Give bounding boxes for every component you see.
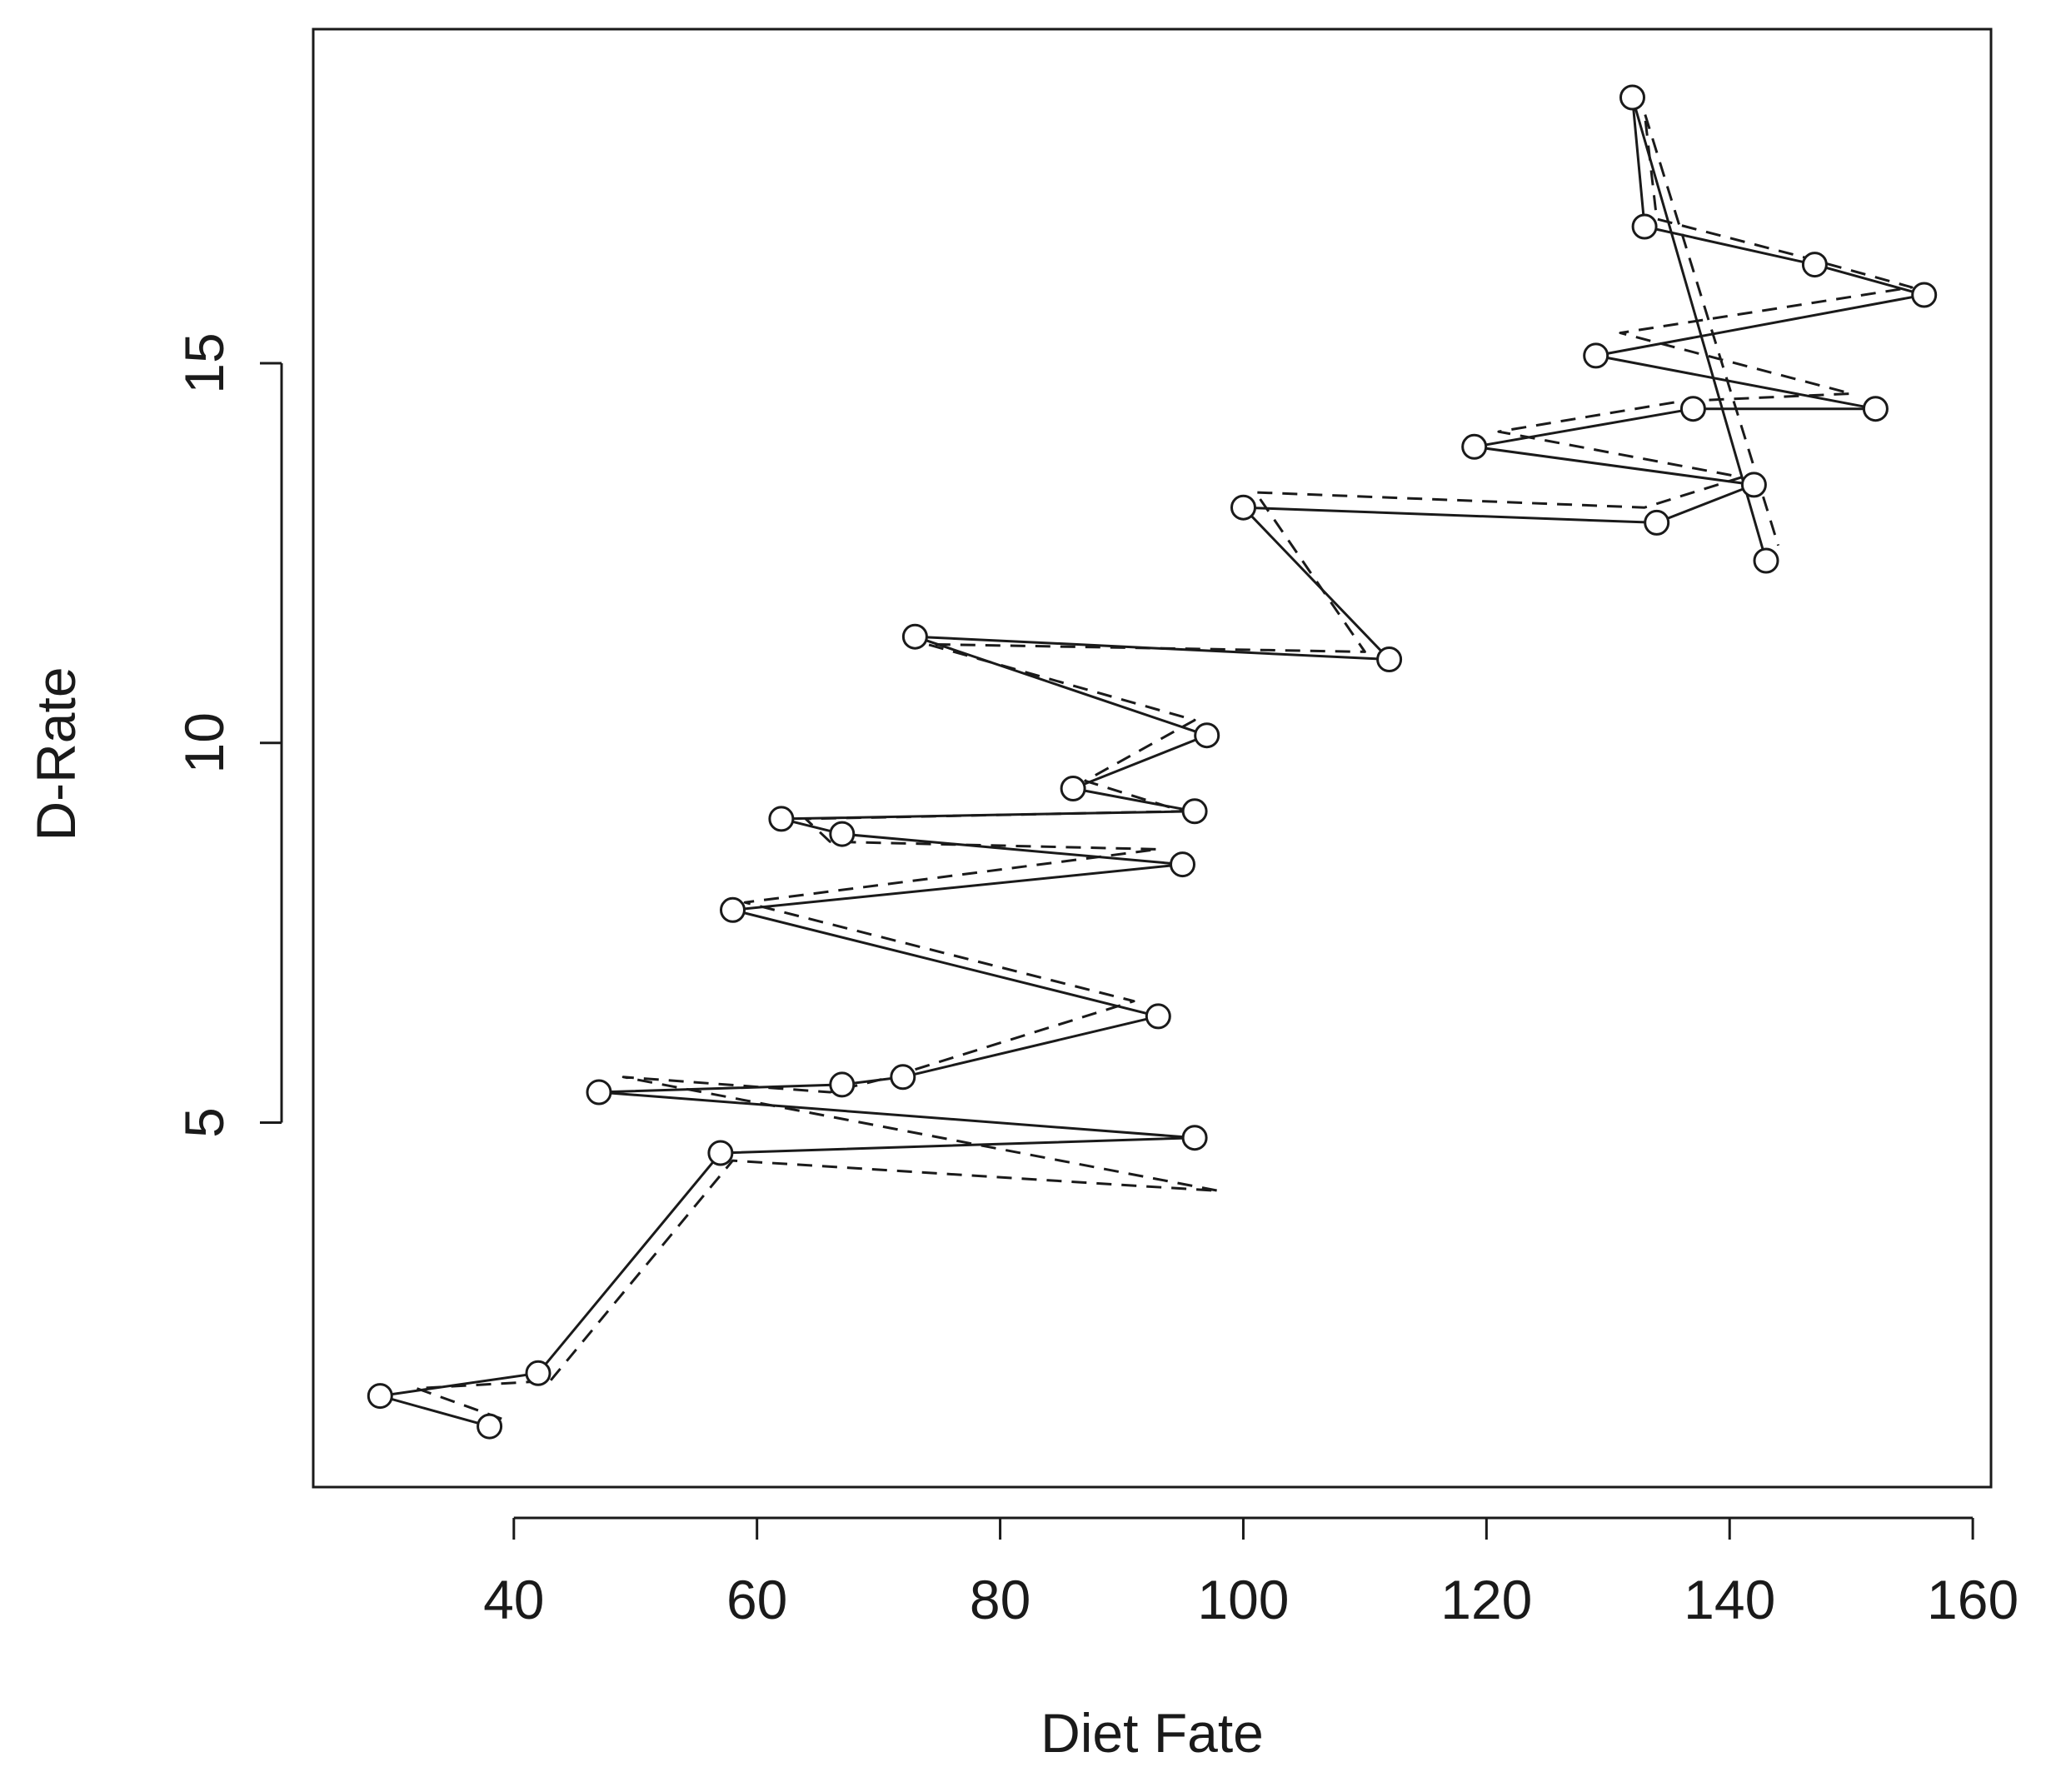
data-point (707, 1140, 734, 1166)
series-dashed-line (415, 111, 1914, 1420)
data-point (1461, 433, 1488, 460)
y-axis: 5 10 15 (173, 332, 283, 1138)
data-point (1181, 1125, 1208, 1151)
y-tick-label: 10 (173, 712, 235, 773)
data-point (1644, 509, 1670, 536)
y-tick-label: 5 (173, 1107, 235, 1138)
series-layer (367, 84, 1938, 1440)
x-tick-label: 140 (1684, 1569, 1775, 1630)
data-point (1631, 213, 1658, 240)
data-point (768, 806, 795, 832)
x-tick-label: 40 (483, 1569, 544, 1630)
data-point (1060, 776, 1086, 801)
data-point (829, 1071, 856, 1098)
data-point (1801, 252, 1828, 278)
data-point (1170, 851, 1195, 878)
data-point (1911, 282, 1938, 308)
data-point (1194, 722, 1220, 749)
x-tick-label: 120 (1440, 1569, 1532, 1630)
x-tick-label: 160 (1927, 1569, 2019, 1630)
data-point (1145, 1003, 1171, 1030)
x-axis-label: Diet Fate (1040, 1702, 1264, 1764)
data-point (1230, 494, 1256, 521)
y-tick-label: 15 (173, 332, 235, 393)
data-point (477, 1413, 503, 1440)
y-axis-label: D-Rate (25, 666, 87, 841)
data-point (525, 1360, 551, 1386)
data-point (720, 896, 746, 923)
x-axis: 40 60 80 100 120 140 160 (483, 1516, 2019, 1630)
data-point (1679, 396, 1706, 422)
data-point (1619, 84, 1645, 111)
data-point (1376, 646, 1403, 672)
x-tick-label: 100 (1197, 1569, 1289, 1630)
data-point (890, 1064, 916, 1091)
data-point (901, 623, 928, 650)
x-tick-label: 80 (970, 1569, 1030, 1630)
data-point (1181, 798, 1208, 825)
data-point (367, 1383, 393, 1410)
data-point (1753, 547, 1779, 574)
data-point (1862, 396, 1889, 422)
data-point (1583, 342, 1609, 369)
plot-frame (312, 27, 1993, 1489)
x-tick-label: 60 (726, 1569, 787, 1630)
data-point (586, 1079, 612, 1106)
data-point (829, 821, 856, 847)
series-solid-line (378, 96, 1926, 1428)
data-point (1740, 472, 1767, 498)
